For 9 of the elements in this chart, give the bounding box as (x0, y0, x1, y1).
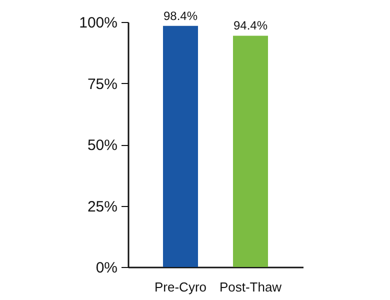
y-tick-label: 0% (96, 260, 118, 276)
data-label: 94.4% (233, 18, 268, 33)
y-tick-label: 50% (87, 137, 118, 154)
data-label: 98.4% (163, 8, 198, 23)
y-tick-label: 75% (87, 76, 118, 93)
y-tick-label: 25% (87, 198, 118, 216)
y-tick-label: 100% (79, 14, 118, 32)
x-tick-label: Post-Thaw (219, 280, 282, 294)
x-tick-label: Pre-Cyro (154, 280, 207, 294)
